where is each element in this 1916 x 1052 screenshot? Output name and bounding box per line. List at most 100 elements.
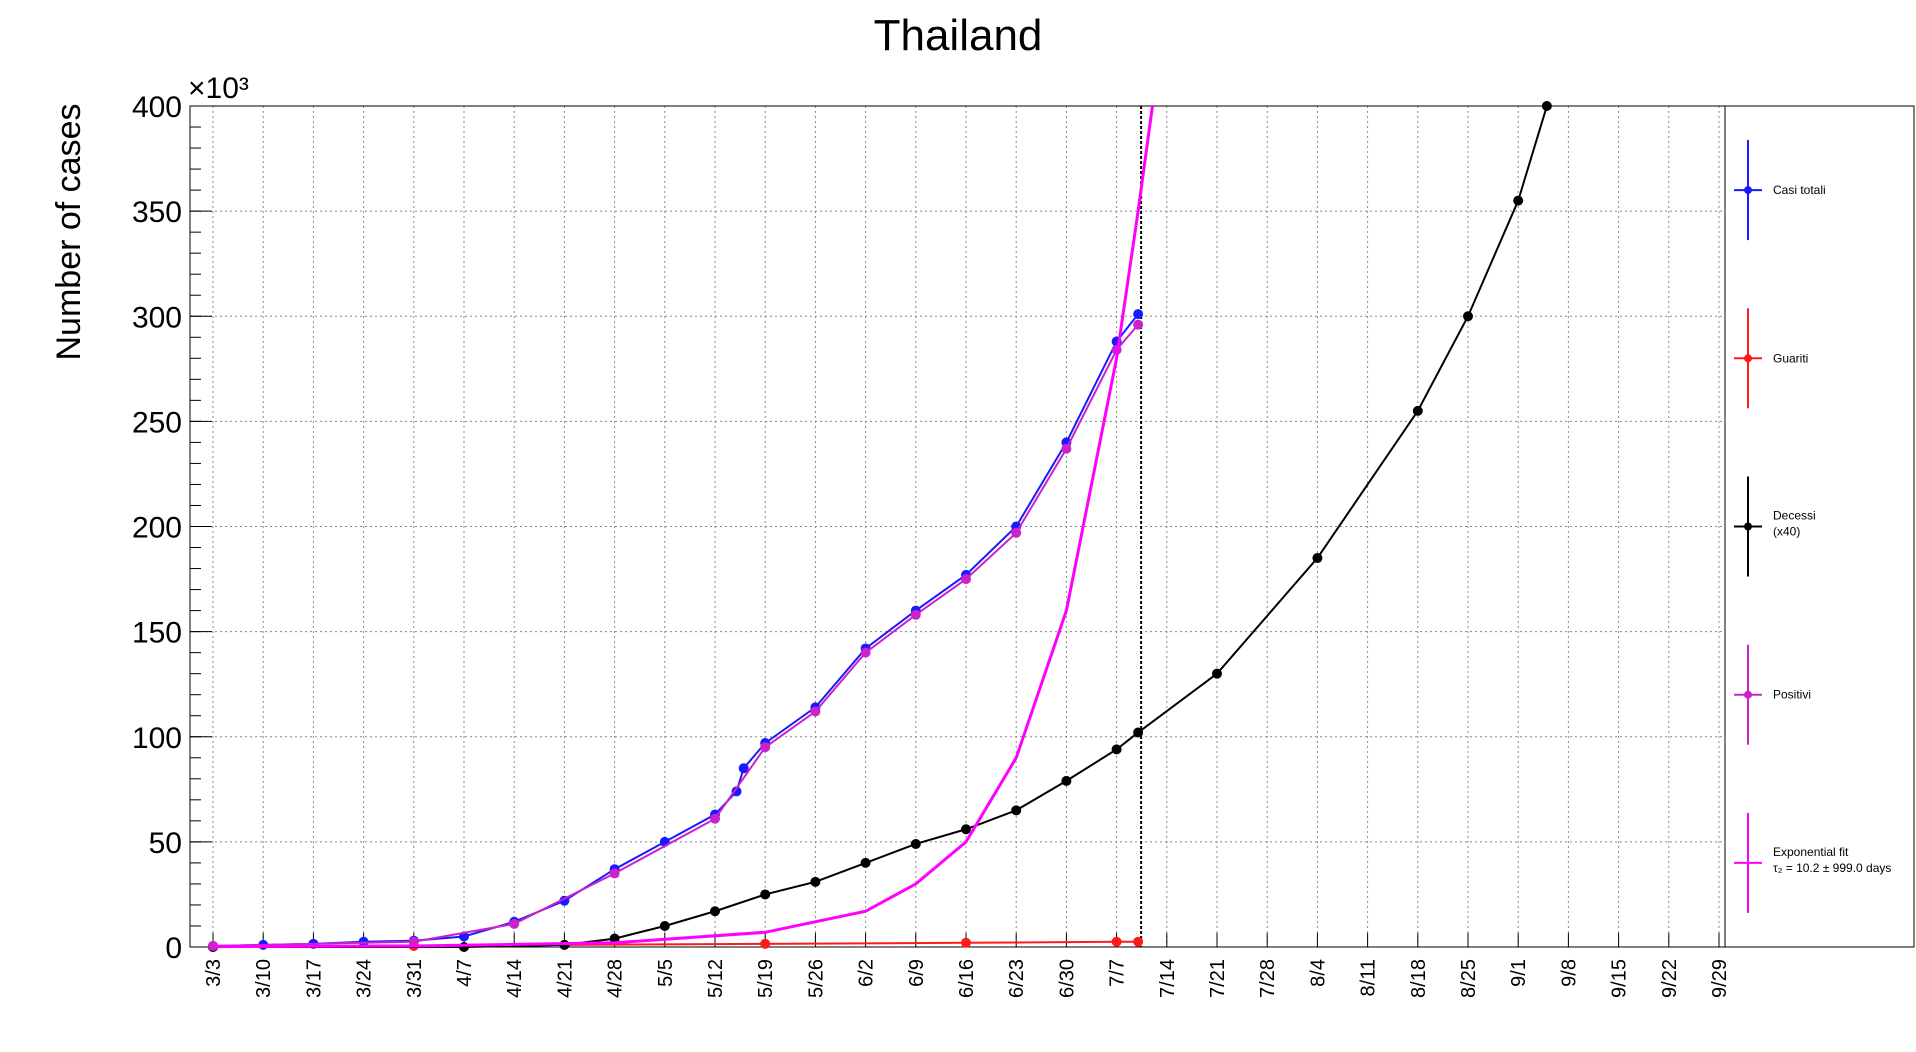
data-point bbox=[1412, 405, 1423, 416]
data-point bbox=[760, 889, 771, 900]
legend-label: Casi totali bbox=[1773, 183, 1826, 197]
data-point bbox=[1513, 195, 1524, 206]
x-tick-label: 3/3 bbox=[203, 959, 225, 987]
legend-marker bbox=[1744, 354, 1752, 363]
data-point bbox=[1111, 744, 1122, 755]
data-point bbox=[1463, 311, 1473, 322]
data-point bbox=[609, 868, 620, 879]
data-point bbox=[509, 918, 520, 929]
x-tick-label: 7/21 bbox=[1207, 959, 1229, 998]
x-tick-label: 7/28 bbox=[1257, 959, 1279, 998]
data-point bbox=[760, 938, 771, 949]
y-tick-label: 200 bbox=[132, 512, 182, 545]
data-point bbox=[860, 857, 871, 868]
legend-label: Exponential fit bbox=[1773, 845, 1849, 859]
data-point bbox=[1061, 775, 1072, 786]
legend-label-line2: τ₂ = 10.2 ± 999.0 days bbox=[1773, 861, 1891, 875]
y-tick-label: 300 bbox=[132, 301, 182, 334]
x-tick-label: 8/11 bbox=[1358, 959, 1380, 996]
data-point bbox=[459, 942, 469, 952]
y-tick-label: 250 bbox=[132, 406, 182, 439]
legend-label-line2: (x40) bbox=[1773, 525, 1800, 539]
x-tick-label: 8/4 bbox=[1307, 959, 1329, 987]
data-point bbox=[1133, 309, 1144, 320]
grid bbox=[190, 105, 1725, 948]
x-tick-label: 9/29 bbox=[1709, 959, 1731, 998]
x-tick-label: 8/25 bbox=[1458, 959, 1480, 998]
data-point bbox=[860, 647, 871, 658]
data-point bbox=[609, 933, 620, 944]
y-tick-label: 100 bbox=[132, 722, 182, 755]
data-point bbox=[710, 906, 720, 917]
x-tick-label: 6/16 bbox=[956, 959, 978, 998]
series-line bbox=[212, 324, 1139, 947]
x-tick-label: 6/30 bbox=[1056, 959, 1078, 998]
legend-marker bbox=[1744, 690, 1752, 699]
x-tick-label: 3/17 bbox=[303, 959, 325, 998]
data-point bbox=[731, 786, 742, 797]
legend-label: Positivi bbox=[1773, 688, 1811, 702]
data-point bbox=[1011, 527, 1022, 538]
x-tick-label: 5/12 bbox=[705, 959, 727, 998]
x-tick-label: 6/2 bbox=[856, 959, 878, 987]
series-line bbox=[212, 105, 1154, 949]
x-tick-label: 9/8 bbox=[1558, 959, 1580, 987]
data-point bbox=[1312, 553, 1323, 564]
data-point bbox=[659, 920, 670, 931]
series-3 bbox=[208, 319, 1144, 951]
data-point bbox=[760, 742, 771, 753]
x-tick-label: 5/5 bbox=[655, 959, 677, 987]
x-tick-label: 4/21 bbox=[554, 959, 576, 998]
y-tick-label: 50 bbox=[149, 827, 182, 860]
x-tick-label: 4/28 bbox=[605, 959, 627, 998]
data-point bbox=[1061, 443, 1072, 454]
data-point bbox=[1133, 936, 1144, 947]
legend: Casi totali Guariti Decessi (x40) Positivi Ex… bbox=[1724, 105, 1915, 948]
series-0 bbox=[208, 309, 1144, 951]
data-point bbox=[1212, 668, 1222, 679]
y-axis-multiplier: ×10³ bbox=[188, 72, 249, 105]
x-tick-label: 6/9 bbox=[906, 959, 928, 987]
x-tick-label: 9/15 bbox=[1609, 959, 1631, 998]
x-tick-label: 4/7 bbox=[454, 959, 476, 987]
data-point bbox=[910, 838, 921, 849]
data-point bbox=[961, 574, 971, 585]
series-4 bbox=[212, 105, 1154, 949]
data-point bbox=[408, 936, 419, 947]
x-tick-label: 3/31 bbox=[404, 959, 426, 998]
data-point bbox=[1111, 936, 1122, 947]
y-tick-label: 350 bbox=[132, 196, 182, 229]
legend-label: Guariti bbox=[1773, 351, 1808, 365]
data-point bbox=[358, 936, 369, 947]
x-tick-label: 5/26 bbox=[805, 959, 827, 998]
legend-marker bbox=[1744, 186, 1752, 195]
y-tick-label: 0 bbox=[165, 932, 182, 965]
x-tick-label: 5/19 bbox=[755, 959, 777, 998]
data-point bbox=[1133, 727, 1144, 738]
data-point bbox=[961, 937, 971, 948]
x-tick-label: 4/14 bbox=[504, 959, 526, 998]
x-tick-label: 3/10 bbox=[253, 959, 275, 998]
x-tick-label: 3/24 bbox=[354, 959, 376, 998]
data-point bbox=[1133, 319, 1144, 330]
x-tick-label: 9/1 bbox=[1508, 959, 1530, 987]
data-point bbox=[1011, 805, 1022, 816]
y-tick-label: 400 bbox=[132, 91, 182, 124]
legend-label: Decessi bbox=[1773, 509, 1816, 523]
x-tick-label: 7/14 bbox=[1157, 959, 1179, 998]
data-point bbox=[738, 763, 749, 774]
data-point bbox=[1541, 101, 1552, 111]
y-axis-label: Number of cases bbox=[50, 104, 88, 361]
data-point bbox=[910, 609, 921, 620]
y-axis: 0 50 100 150 200 250 300 350 400 bbox=[132, 91, 212, 965]
x-axis: 3/3 3/10 3/17 3/24 3/31 4/7 4/14 4/21 4/28 5/5 5/1… bbox=[203, 933, 1731, 998]
x-tick-label: 9/22 bbox=[1659, 959, 1681, 998]
data-point bbox=[961, 824, 971, 835]
data-point bbox=[810, 706, 821, 717]
data-point bbox=[710, 813, 720, 824]
x-tick-label: 7/7 bbox=[1107, 959, 1129, 987]
y-tick-label: 150 bbox=[132, 617, 182, 650]
x-tick-label: 8/18 bbox=[1408, 959, 1430, 998]
series-line bbox=[212, 313, 1139, 947]
